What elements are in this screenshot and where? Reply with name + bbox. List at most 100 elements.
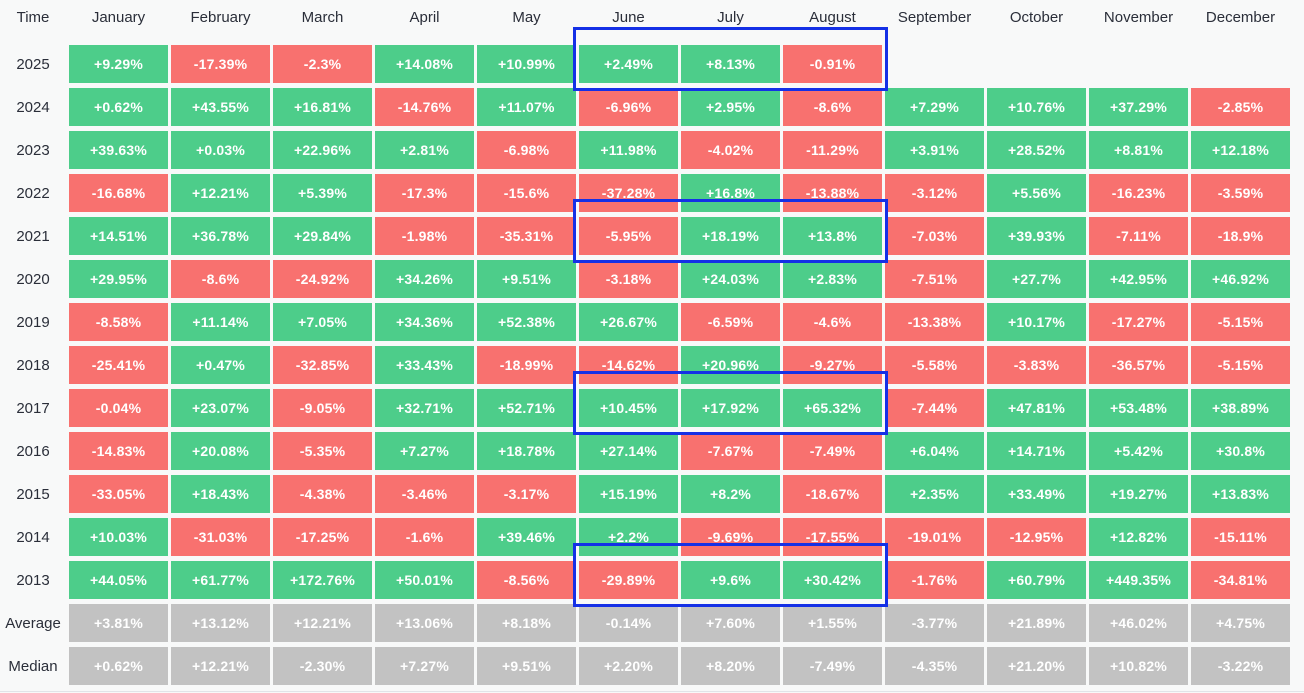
return-cell: +4.75% <box>1191 604 1290 642</box>
return-cell: -4.6% <box>783 303 882 341</box>
return-cell: -4.38% <box>273 475 372 513</box>
return-cell: -2.30% <box>273 647 372 685</box>
return-cell: -5.95% <box>579 217 678 255</box>
return-cell: +2.20% <box>579 647 678 685</box>
return-cell: -18.67% <box>783 475 882 513</box>
return-cell: +9.51% <box>477 647 576 685</box>
return-cell: +8.20% <box>681 647 780 685</box>
return-cell: +24.03% <box>681 260 780 298</box>
return-cell: +13.06% <box>375 604 474 642</box>
return-cell: +12.21% <box>273 604 372 642</box>
return-cell: +8.13% <box>681 45 780 83</box>
return-cell: +13.12% <box>171 604 270 642</box>
month-header: May <box>512 9 541 26</box>
return-cell: -7.51% <box>885 260 984 298</box>
return-cell: -8.58% <box>69 303 168 341</box>
return-cell: +172.76% <box>273 561 372 599</box>
return-cell: +2.35% <box>885 475 984 513</box>
return-cell: +7.05% <box>273 303 372 341</box>
return-cell: +27.7% <box>987 260 1086 298</box>
return-cell: +2.2% <box>579 518 678 556</box>
return-cell: +44.05% <box>69 561 168 599</box>
return-cell: -14.83% <box>69 432 168 470</box>
month-header: December <box>1205 9 1276 26</box>
return-cell: +36.78% <box>171 217 270 255</box>
return-cell: -15.11% <box>1191 518 1290 556</box>
return-cell: +34.36% <box>375 303 474 341</box>
month-header: August <box>809 9 856 26</box>
return-cell: -3.77% <box>885 604 984 642</box>
row-label: 2016 <box>16 442 50 460</box>
return-cell: -9.69% <box>681 518 780 556</box>
return-cell: -13.88% <box>783 174 882 212</box>
return-cell: +46.92% <box>1191 260 1290 298</box>
return-cell: -16.68% <box>69 174 168 212</box>
row-label: 2022 <box>16 184 50 202</box>
return-cell: +5.56% <box>987 174 1086 212</box>
return-cell: +12.18% <box>1191 131 1290 169</box>
return-cell: -3.46% <box>375 475 474 513</box>
returns-grid: Time January February March April May June Jul… <box>0 2 1290 685</box>
return-cell: -11.29% <box>783 131 882 169</box>
return-cell: +46.02% <box>1089 604 1188 642</box>
return-cell: -18.99% <box>477 346 576 384</box>
return-cell: +18.78% <box>477 432 576 470</box>
return-cell: -3.59% <box>1191 174 1290 212</box>
return-cell: +7.27% <box>375 432 474 470</box>
month-header: March <box>301 9 344 26</box>
row-label: 2019 <box>16 313 50 331</box>
return-cell: +5.39% <box>273 174 372 212</box>
empty-cell <box>885 45 984 83</box>
return-cell: -5.15% <box>1191 346 1290 384</box>
row-label: 2023 <box>16 141 50 159</box>
row-label: 2013 <box>16 571 50 589</box>
return-cell: -24.92% <box>273 260 372 298</box>
return-cell: +16.81% <box>273 88 372 126</box>
return-cell: -33.05% <box>69 475 168 513</box>
return-cell: +27.14% <box>579 432 678 470</box>
return-cell: +52.71% <box>477 389 576 427</box>
return-cell: +28.52% <box>987 131 1086 169</box>
return-cell: +0.03% <box>171 131 270 169</box>
return-cell: +14.08% <box>375 45 474 83</box>
return-cell: +3.81% <box>69 604 168 642</box>
row-label: 2024 <box>16 98 50 116</box>
return-cell: +14.71% <box>987 432 1086 470</box>
return-cell: -6.96% <box>579 88 678 126</box>
return-cell: -15.6% <box>477 174 576 212</box>
return-cell: +38.89% <box>1191 389 1290 427</box>
return-cell: +17.92% <box>681 389 780 427</box>
return-cell: +39.63% <box>69 131 168 169</box>
row-label: 2020 <box>16 270 50 288</box>
row-label: Average <box>5 614 61 632</box>
return-cell: -3.18% <box>579 260 678 298</box>
return-cell: +11.14% <box>171 303 270 341</box>
month-header: October <box>1009 9 1064 26</box>
return-cell: -9.27% <box>783 346 882 384</box>
return-cell: +9.51% <box>477 260 576 298</box>
return-cell: -17.25% <box>273 518 372 556</box>
return-cell: +39.46% <box>477 518 576 556</box>
return-cell: +23.07% <box>171 389 270 427</box>
return-cell: +8.2% <box>681 475 780 513</box>
return-cell: +2.83% <box>783 260 882 298</box>
return-cell: +29.84% <box>273 217 372 255</box>
row-label: 2018 <box>16 356 50 374</box>
return-cell: -18.9% <box>1191 217 1290 255</box>
return-cell: -13.38% <box>885 303 984 341</box>
return-cell: +53.48% <box>1089 389 1188 427</box>
return-cell: +7.60% <box>681 604 780 642</box>
return-cell: +9.29% <box>69 45 168 83</box>
return-cell: +0.62% <box>69 88 168 126</box>
month-header: April <box>409 9 440 26</box>
return-cell: +18.19% <box>681 217 780 255</box>
return-cell: +22.96% <box>273 131 372 169</box>
return-cell: +11.07% <box>477 88 576 126</box>
return-cell: -37.28% <box>579 174 678 212</box>
return-cell: -4.35% <box>885 647 984 685</box>
return-cell: +30.42% <box>783 561 882 599</box>
return-cell: +10.45% <box>579 389 678 427</box>
return-cell: -36.57% <box>1089 346 1188 384</box>
return-cell: -8.56% <box>477 561 576 599</box>
return-cell: +10.82% <box>1089 647 1188 685</box>
